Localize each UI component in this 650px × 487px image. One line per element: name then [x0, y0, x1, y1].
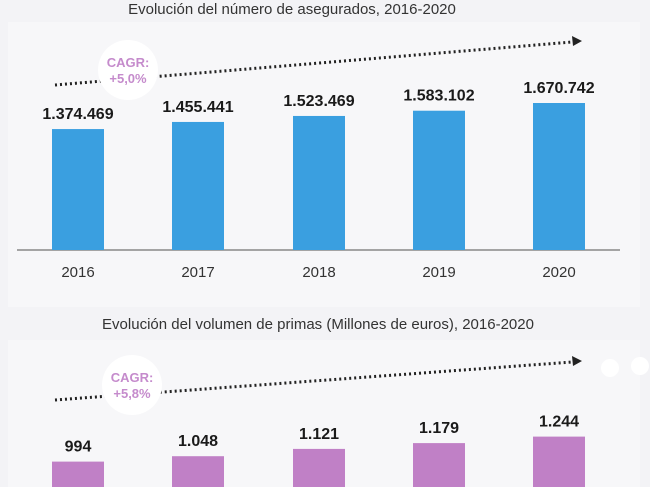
- data-label: 1.583.102: [403, 88, 474, 105]
- chart-2-title: Evolución del volumen de primas (Millone…: [102, 316, 534, 333]
- x-tick-label: 2017: [181, 264, 214, 281]
- bar-2017: [172, 121, 224, 250]
- chart-1-title: Evolución del número de asegurados, 2016…: [128, 1, 456, 18]
- data-label: 1.048: [178, 433, 218, 450]
- bar-2019: [413, 110, 465, 250]
- data-label: 1.374.469: [42, 106, 113, 123]
- bar-2016: [52, 461, 104, 487]
- data-label: 1.244: [539, 414, 579, 431]
- bar-2018: [293, 115, 345, 250]
- x-tick-label: 2016: [61, 264, 94, 281]
- cagr-label: CAGR:: [107, 55, 150, 70]
- decorative-dot: [601, 359, 619, 377]
- data-label: 1.670.742: [523, 80, 594, 97]
- cagr-bubble: [98, 40, 158, 100]
- cagr-label: CAGR:: [111, 370, 154, 385]
- data-label: 1.455.441: [162, 99, 233, 116]
- data-label: 1.179: [419, 420, 459, 437]
- bar-2017: [172, 456, 224, 487]
- cagr-value: +5,8%: [113, 386, 151, 401]
- bar-2019: [413, 443, 465, 487]
- bar-2020: [533, 103, 585, 250]
- x-tick-label: 2018: [302, 264, 335, 281]
- trend-arrow-head: [572, 356, 582, 366]
- x-tick-label: 2019: [422, 264, 455, 281]
- data-label: 994: [65, 439, 92, 456]
- cagr-value: +5,0%: [109, 71, 147, 86]
- x-tick-label: 2020: [542, 264, 575, 281]
- cagr-bubble: [102, 355, 162, 415]
- bar-2016: [52, 129, 104, 250]
- bar-2020: [533, 436, 585, 487]
- decorative-dot: [631, 357, 649, 375]
- data-label: 1.523.469: [283, 93, 354, 110]
- trend-arrow-head: [572, 36, 582, 46]
- data-label: 1.121: [299, 426, 339, 443]
- bar-2018: [293, 448, 345, 487]
